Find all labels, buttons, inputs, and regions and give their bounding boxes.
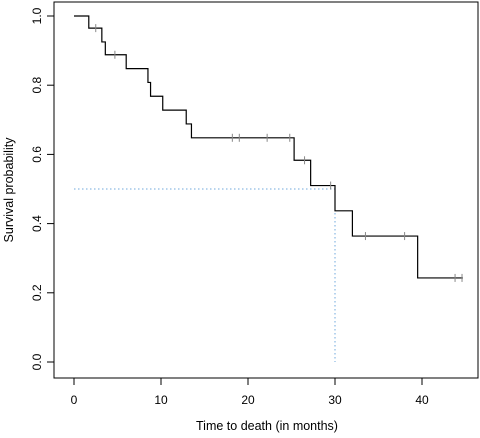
y-tick-label: 0.8 [30, 77, 44, 94]
x-tick-label: 30 [328, 393, 342, 407]
y-tick-label: 0.4 [30, 215, 44, 232]
x-tick-label: 40 [415, 393, 429, 407]
x-tick-label: 0 [71, 393, 78, 407]
y-tick-label: 1.0 [30, 7, 44, 24]
y-tick-label: 0.2 [30, 284, 44, 301]
censor-marks [95, 24, 463, 282]
y-axis-label: Survival probability [2, 137, 16, 243]
y-axis: 0.0 0.2 0.4 0.6 0.8 1.0 [30, 7, 55, 370]
median-reference-lines [74, 188, 336, 362]
x-axis-label: Time to death (in months) [196, 419, 338, 433]
survival-step-line [74, 15, 463, 279]
plot-frame [53, 1, 479, 379]
survival-curve [74, 15, 463, 279]
x-tick-label: 10 [154, 393, 168, 407]
y-tick-label: 0.6 [30, 146, 44, 163]
y-tick-label: 0.0 [30, 353, 44, 370]
x-axis: 0 10 20 30 40 [71, 377, 429, 407]
x-tick-label: 20 [241, 393, 255, 407]
